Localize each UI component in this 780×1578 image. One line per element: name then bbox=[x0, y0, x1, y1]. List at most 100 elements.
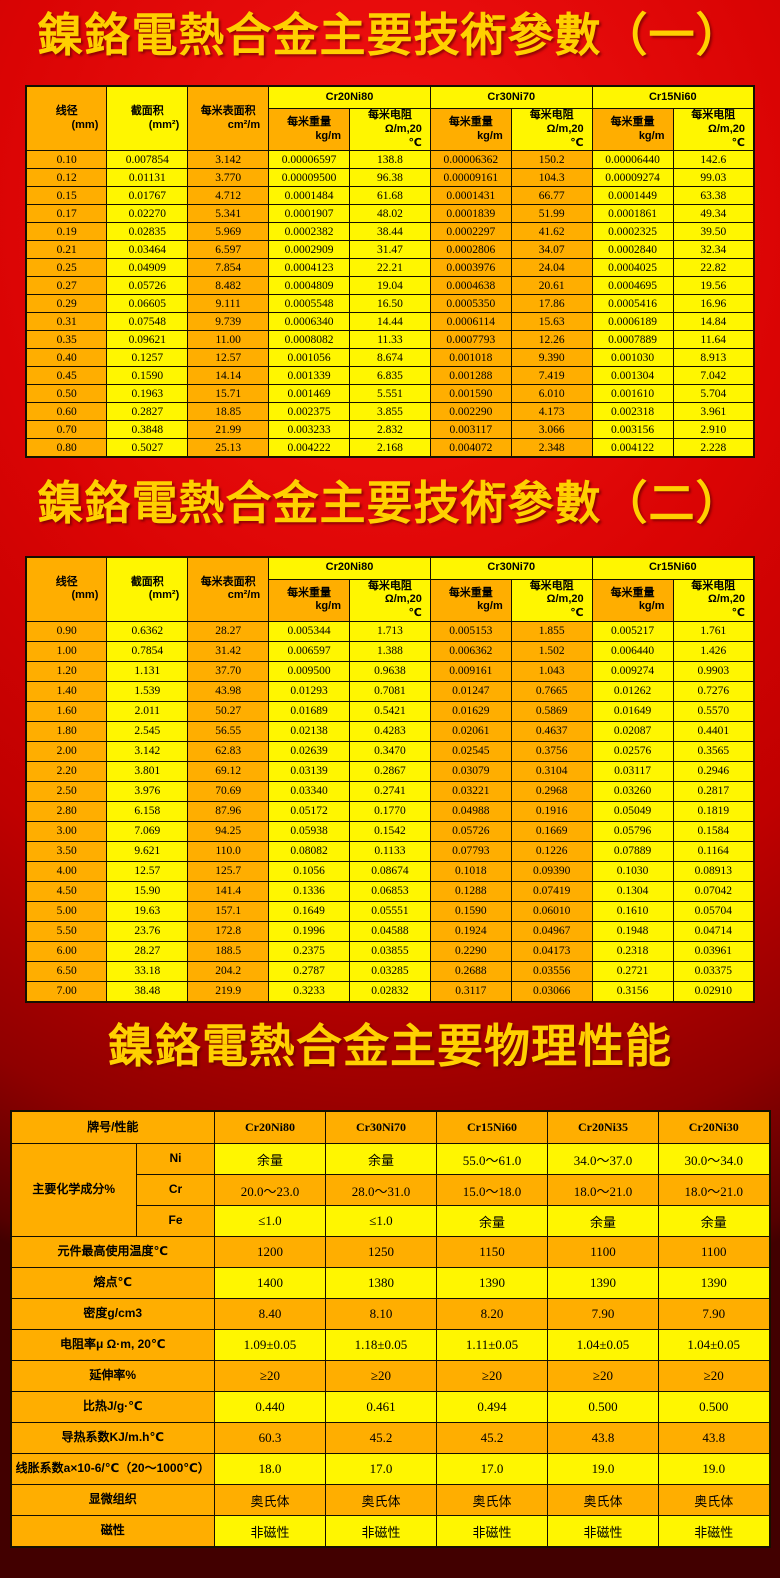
table-cell: 104.3 bbox=[510, 168, 593, 188]
table-cell: 0.02576 bbox=[591, 740, 674, 762]
props-header-alloy: Cr20Ni30 bbox=[658, 1110, 770, 1145]
table-cell: 0.06853 bbox=[349, 880, 431, 902]
table-cell: 0.50 bbox=[25, 384, 108, 404]
table-row: 5.50 23.76 172.8 0.1996 0.04588 0.1924 0.04967… bbox=[25, 920, 755, 942]
table-cell: 0.9903 bbox=[672, 660, 755, 682]
table-cell: 0.04173 bbox=[510, 940, 593, 962]
table-row: 4.50 15.90 141.4 0.1336 0.06853 0.1288 0.07419… bbox=[25, 880, 755, 902]
header-alloy-cr15ni60: Cr15Ni60 bbox=[591, 556, 755, 580]
table-row: 7.00 38.48 219.9 0.3233 0.02832 0.3117 0.03066… bbox=[25, 980, 755, 1003]
table-cell: 0.2787 bbox=[268, 960, 350, 982]
table-cell: 0.1996 bbox=[268, 920, 350, 942]
table-cell: 0.001339 bbox=[268, 366, 350, 386]
table-cell: 0.00009274 bbox=[591, 168, 674, 188]
table-cell: 43.8 bbox=[547, 1422, 659, 1455]
table-row: 0.21 0.03464 6.597 0.0002909 31.47 0.0002806 3… bbox=[25, 240, 755, 260]
table-cell: 19.04 bbox=[349, 276, 431, 296]
table-cell: 3.00 bbox=[25, 820, 108, 842]
table-cell: 0.1963 bbox=[106, 384, 189, 404]
table-cell: 0.2741 bbox=[349, 780, 431, 802]
table-cell: 0.07548 bbox=[106, 312, 189, 332]
table-cell: 0.1226 bbox=[510, 840, 593, 862]
table-cell: 0.0002297 bbox=[429, 222, 512, 242]
table-cell: 12.57 bbox=[106, 860, 189, 882]
table-cell: 43.98 bbox=[187, 680, 270, 702]
table-cell: 18.0～21.0 bbox=[547, 1174, 659, 1207]
table-cell: 51.99 bbox=[510, 204, 593, 224]
table-cell: 30.0～34.0 bbox=[658, 1143, 770, 1176]
table-cell: 6.010 bbox=[510, 384, 593, 404]
table-cell: 0.0005416 bbox=[591, 294, 674, 314]
table-cell: 5.704 bbox=[672, 384, 755, 404]
table-cell: 110.0 bbox=[187, 840, 270, 862]
table-cell: 0.1164 bbox=[672, 840, 755, 862]
props-row-label: 磁性 bbox=[10, 1515, 215, 1548]
table-cell: 8.482 bbox=[187, 276, 270, 296]
table-cell: 0.40 bbox=[25, 348, 108, 368]
table-cell: 0.7854 bbox=[106, 640, 189, 662]
table-cell: 17.86 bbox=[510, 294, 593, 314]
table-cell: 0.05726 bbox=[429, 820, 512, 842]
table-cell: 0.0007889 bbox=[591, 330, 674, 350]
table-cell: 非磁性 bbox=[325, 1515, 437, 1548]
table-cell: 0.0002325 bbox=[591, 222, 674, 242]
table-cell: 非磁性 bbox=[547, 1515, 659, 1548]
table-cell: 0.001590 bbox=[429, 384, 512, 404]
table-cell: 8.913 bbox=[672, 348, 755, 368]
table-cell: 0.1924 bbox=[429, 920, 512, 942]
table-cell: 0.0004123 bbox=[268, 258, 350, 278]
table-cell: 8.10 bbox=[325, 1298, 437, 1331]
table-cell: 22.21 bbox=[349, 258, 431, 278]
table-cell: 0.0006340 bbox=[268, 312, 350, 332]
header-alloy-cr30ni70: Cr30Ni70 bbox=[429, 85, 593, 110]
table-cell: 39.50 bbox=[672, 222, 755, 242]
table-cell: 1.539 bbox=[106, 680, 189, 702]
header-resistance-per-meter: 每米电阻 Ω/m,20 ℃ bbox=[672, 578, 755, 622]
table-row: 主要化学成分% Ni 余量 余量 55.0～61.0 34.0～37.0 30.0～34.0 bbox=[10, 1143, 770, 1238]
props-row-label: 比热J/g·℃ bbox=[10, 1391, 215, 1424]
section-title-2: 鎳鉻電熱合金主要技術參數（二） bbox=[37, 476, 743, 531]
table-cell: 0.4637 bbox=[510, 720, 593, 742]
table-cell: 0.06010 bbox=[510, 900, 593, 922]
table-cell: 5.551 bbox=[349, 384, 431, 404]
table-cell: 0.06605 bbox=[106, 294, 189, 314]
table-cell: 7.042 bbox=[672, 366, 755, 386]
table-cell: 32.34 bbox=[672, 240, 755, 260]
table-cell: 0.1819 bbox=[672, 800, 755, 822]
table-cell: 1.20 bbox=[25, 660, 108, 682]
table-cell: 0.6362 bbox=[106, 620, 189, 642]
table-row: 1.60 2.011 50.27 0.01689 0.5421 0.01629 0.5869… bbox=[25, 700, 755, 722]
table-cell: 55.0～61.0 bbox=[436, 1143, 548, 1176]
table-cell: 2.228 bbox=[672, 438, 755, 458]
table-cell: 1150 bbox=[436, 1236, 548, 1269]
table-cell: 0.03221 bbox=[429, 780, 512, 802]
table-cell: 0.001304 bbox=[591, 366, 674, 386]
header-resistance-per-meter: 每米电阻 Ω/m,20 ℃ bbox=[349, 578, 431, 622]
table-cell: 0.09390 bbox=[510, 860, 593, 882]
props-row-label: Cr bbox=[136, 1174, 215, 1207]
table-cell: 28.27 bbox=[187, 620, 270, 642]
table-cell: 16.50 bbox=[349, 294, 431, 314]
table-row: 1.20 1.131 37.70 0.009500 0.9638 0.009161 1.04… bbox=[25, 660, 755, 682]
table-cell: 0.03066 bbox=[510, 980, 593, 1003]
table-cell: 1100 bbox=[547, 1236, 659, 1269]
header-weight-per-meter: 每米重量 kg/m bbox=[268, 578, 350, 622]
table-cell: 9.390 bbox=[510, 348, 593, 368]
table-cell: 3.142 bbox=[187, 150, 270, 170]
table-cell: 非磁性 bbox=[214, 1515, 326, 1548]
props-row-label: 电阻率μ Ω·m, 20℃ bbox=[10, 1329, 215, 1362]
header-alloy-cr15ni60: Cr15Ni60 bbox=[591, 85, 755, 110]
table-cell: 141.4 bbox=[187, 880, 270, 902]
table-cell: 18.85 bbox=[187, 402, 270, 422]
table-cell: 0.0006189 bbox=[591, 312, 674, 332]
table-cell: 0.2817 bbox=[672, 780, 755, 802]
table-cell: 0.70 bbox=[25, 420, 108, 440]
table-header-row: 线径 (mm) 截面积 (mm²) 每米表面积 cm²/m Cr20Ni80 C… bbox=[25, 85, 755, 152]
table-cell: 2.80 bbox=[25, 800, 108, 822]
table-cell: 0.01293 bbox=[268, 680, 350, 702]
table-row: 3.00 7.069 94.25 0.05938 0.1542 0.05726 0.1669… bbox=[25, 820, 755, 842]
table-row: 0.60 0.2827 18.85 0.002375 3.855 0.002290 4.17… bbox=[25, 402, 755, 422]
table-cell: 0.3848 bbox=[106, 420, 189, 440]
table-cell: 6.50 bbox=[25, 960, 108, 982]
table-cell: 96.38 bbox=[349, 168, 431, 188]
